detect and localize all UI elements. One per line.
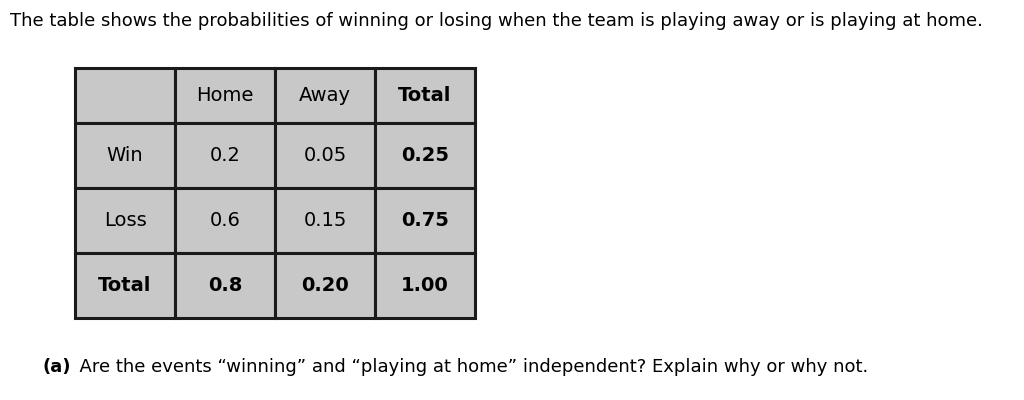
Bar <box>175 68 275 123</box>
Bar <box>175 123 275 188</box>
Text: 1.00: 1.00 <box>401 276 449 295</box>
Text: Win: Win <box>106 146 143 165</box>
Bar <box>375 253 475 318</box>
Bar <box>175 253 275 318</box>
Bar <box>75 123 175 188</box>
Text: Are the events “winning” and “playing at home” independent? Explain why or why n: Are the events “winning” and “playing at… <box>68 358 868 376</box>
Text: 0.75: 0.75 <box>401 211 449 230</box>
Text: Total: Total <box>98 276 152 295</box>
Bar <box>75 253 175 318</box>
Text: 0.05: 0.05 <box>303 146 347 165</box>
Text: (a): (a) <box>42 358 71 376</box>
Bar <box>375 188 475 253</box>
Bar <box>175 188 275 253</box>
Text: 0.15: 0.15 <box>303 211 347 230</box>
Bar <box>275 68 375 123</box>
Text: Total: Total <box>398 86 452 105</box>
Bar <box>375 68 475 123</box>
Bar <box>375 123 475 188</box>
Text: The table shows the probabilities of winning or losing when the team is playing : The table shows the probabilities of win… <box>10 12 983 30</box>
Text: 0.6: 0.6 <box>210 211 241 230</box>
Text: 0.20: 0.20 <box>301 276 349 295</box>
Text: Loss: Loss <box>103 211 146 230</box>
Text: Home: Home <box>197 86 254 105</box>
Text: 0.8: 0.8 <box>208 276 243 295</box>
Text: 0.25: 0.25 <box>401 146 449 165</box>
Text: 0.2: 0.2 <box>210 146 241 165</box>
Text: Away: Away <box>299 86 351 105</box>
Bar <box>275 253 375 318</box>
Bar <box>75 188 175 253</box>
Bar <box>275 123 375 188</box>
Bar <box>75 68 175 123</box>
Bar <box>275 188 375 253</box>
